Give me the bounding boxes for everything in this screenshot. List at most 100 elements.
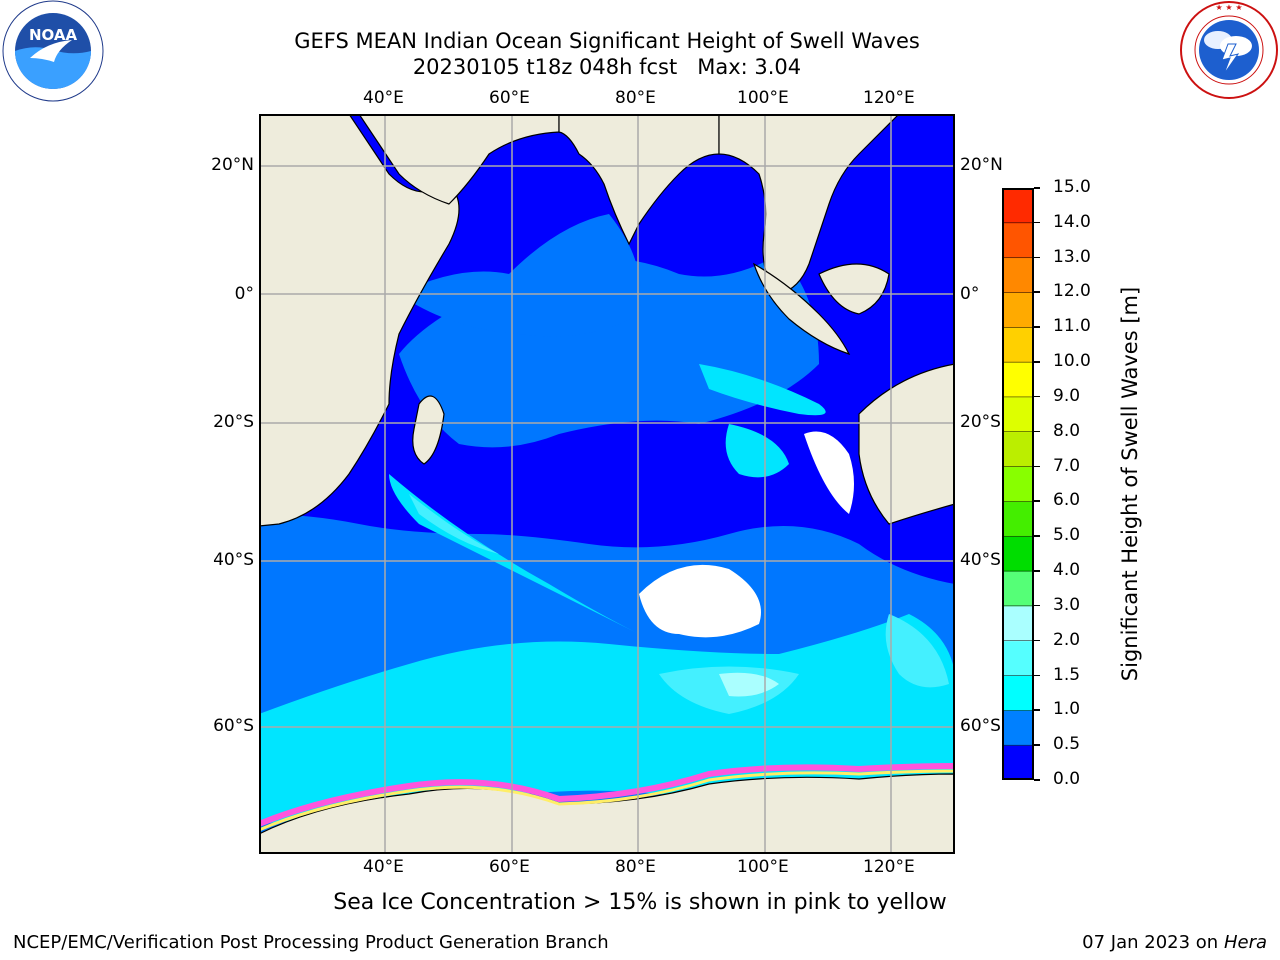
lon-label-bottom: 40°E: [363, 857, 404, 877]
colorbar-tick-mark: [1034, 709, 1040, 711]
land-australia: [858, 363, 955, 525]
colorbar-tick-mark: [1034, 361, 1040, 363]
lat-label-right: 60°S: [960, 716, 1001, 736]
land-antarctica: [259, 773, 955, 854]
colorbar-tick-mark: [1034, 430, 1040, 433]
colorbar-tick-label: 3.0: [1053, 594, 1081, 615]
swell-band-0-5-1: [399, 214, 641, 337]
colorbar-segment: [1002, 501, 1034, 537]
colorbar-tick-mark: [1034, 465, 1040, 468]
lon-label-bottom: 120°E: [863, 857, 915, 877]
colorbar-segment: [1002, 257, 1034, 293]
lat-label-left: 20°S: [213, 412, 254, 432]
swell-band-1-5-2: [885, 614, 949, 688]
colorbar-tick-label: 0.0: [1053, 769, 1081, 789]
colorbar-tick-mark: [1034, 326, 1040, 328]
colorbar-segment: [1002, 605, 1034, 642]
colorbar-tick-label: 6.0: [1053, 490, 1081, 511]
lon-label-top: 60°E: [489, 88, 530, 108]
colorbar-tick-mark: [1034, 221, 1040, 224]
sea-ice-edge-inner: [259, 769, 955, 832]
sea-ice-edge: [259, 763, 955, 827]
sea-ice-note: Sea Ice Concentration > 15% is shown in …: [333, 890, 947, 915]
svg-text:★ ★ ★: ★ ★ ★: [1215, 3, 1242, 12]
colorbar-segment: [1002, 710, 1034, 746]
lat-label-left: 0°: [234, 284, 254, 304]
colorbar-tick-label: 15.0: [1053, 177, 1091, 197]
noaa-logo: NOAA: [2, 0, 104, 102]
colorbar-tick-label: 1.5: [1053, 664, 1081, 685]
lat-label-left: 40°S: [213, 550, 254, 570]
lat-label-left: 60°S: [213, 716, 254, 736]
footer-host: Hera: [1223, 932, 1267, 953]
swell-band-1-1-5: [699, 364, 826, 416]
lat-label-left: 20°N: [211, 155, 254, 175]
colorbar-tick-mark: [1034, 256, 1040, 259]
colorbar-segment: [1002, 188, 1034, 224]
colorbar-tick-mark: [1034, 674, 1040, 677]
colorbar-segment: [1002, 536, 1034, 572]
colorbar-segment: [1002, 327, 1034, 363]
lon-label-top: 80°E: [615, 88, 656, 108]
colorbar-label-container: Significant Height of Swell Waves [m]: [1100, 188, 1160, 780]
lon-label-top: 100°E: [737, 88, 789, 108]
lon-label-bottom: 60°E: [489, 857, 530, 877]
colorbar-segment: [1002, 675, 1034, 711]
colorbar-tick-label: 4.0: [1053, 560, 1081, 581]
swell-band-2-3: [719, 672, 779, 697]
swell-height-map: [259, 114, 955, 854]
colorbar-tick-label: 2.0: [1053, 629, 1081, 650]
footer-date: 07 Jan 2023 on Hera: [1082, 932, 1267, 953]
colorbar-tick-label: 11.0: [1053, 316, 1091, 337]
colorbar-tick-label: 14.0: [1053, 211, 1091, 232]
land-arabia: [358, 114, 560, 205]
colorbar-label: Significant Height of Swell Waves [m]: [1118, 286, 1142, 682]
colorbar-frame: [1002, 188, 1034, 780]
land-india: [558, 114, 720, 246]
colorbar-tick-label: 8.0: [1053, 420, 1081, 441]
lon-label-bottom: 80°E: [615, 857, 656, 877]
chart-title-line2: 20230105 t18z 048h fcst Max: 3.04: [412, 55, 802, 79]
colorbar-tick-label: 10.0: [1053, 351, 1091, 372]
lat-label-right: 20°S: [960, 412, 1001, 432]
colorbar-tick-label: 0.5: [1053, 734, 1081, 755]
colorbar-tick-mark: [1034, 604, 1040, 607]
noaa-logo-text: NOAA: [29, 26, 78, 44]
nws-logo: ★ ★ ★: [1178, 0, 1280, 100]
lat-label-right: 20°N: [960, 155, 1003, 175]
graticule: [259, 114, 955, 854]
colorbar-tick-mark: [1034, 639, 1040, 642]
colorbar-tick-mark: [1034, 187, 1040, 189]
colorbar-tick-mark: [1034, 395, 1040, 398]
footer-date-text: 07 Jan 2023 on: [1082, 932, 1224, 953]
swell-band-1-1-5: [725, 424, 789, 478]
lon-label-bottom: 100°E: [737, 857, 789, 877]
colorbar-segment: [1002, 431, 1034, 468]
colorbar-tick-mark: [1034, 535, 1040, 537]
lon-label-top: 120°E: [863, 88, 915, 108]
colorbar-segment: [1002, 222, 1034, 259]
swell-band-1-1-5: [259, 614, 955, 824]
colorbar-tick-mark: [1034, 291, 1040, 293]
colorbar-tick-label: 9.0: [1053, 385, 1081, 406]
masked-area: [639, 564, 761, 638]
colorbar-segment: [1002, 571, 1034, 607]
colorbar-tick-label: 7.0: [1053, 455, 1081, 476]
colorbar-tick-label: 5.0: [1053, 525, 1081, 546]
colorbar-segment: [1002, 362, 1034, 398]
land-se-asia: [718, 114, 900, 295]
land-madagascar: [412, 395, 445, 465]
colorbar-segment: [1002, 466, 1034, 502]
colorbar-segment: [1002, 640, 1034, 677]
land-borneo: [818, 263, 890, 315]
colorbar-segment: [1002, 745, 1034, 781]
lat-label-right: 40°S: [960, 550, 1001, 570]
colorbar-tick-mark: [1034, 779, 1040, 781]
masked-area: [804, 431, 854, 514]
lon-label-top: 40°E: [363, 88, 404, 108]
colorbar-tick-label: 13.0: [1053, 246, 1091, 267]
colorbar-tick-mark: [1034, 570, 1040, 572]
colorbar-tick-label: 1.0: [1053, 699, 1081, 720]
colorbar-tick-label: 12.0: [1053, 281, 1091, 302]
colorbar-segment: [1002, 396, 1034, 433]
